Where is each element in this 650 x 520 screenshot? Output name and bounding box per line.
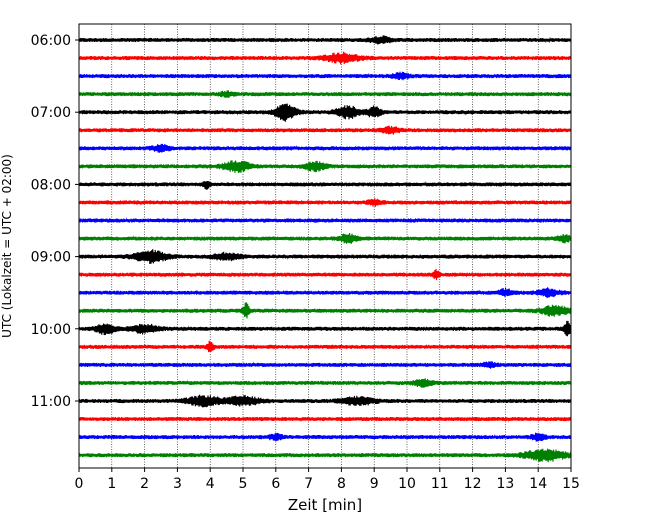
x-tick-label: 3: [173, 476, 182, 492]
trace-1100: [78, 394, 572, 408]
x-tick-label: 12: [464, 476, 482, 492]
x-tick-label: 11: [431, 476, 449, 492]
x-tick-label: 4: [206, 476, 215, 492]
trace-0945: [78, 302, 572, 319]
y-tick-label: 10:00: [31, 322, 71, 338]
trace-0700: [78, 103, 572, 122]
y-tick-label: 06:00: [31, 33, 71, 49]
trace-0800: [78, 181, 572, 190]
trace-0630: [78, 71, 572, 81]
trace-1045: [78, 378, 572, 388]
x-tick-label: 7: [304, 476, 313, 492]
x-tick-label: 13: [496, 476, 514, 492]
trace-0745: [78, 160, 572, 174]
x-tick-label: 10: [398, 476, 416, 492]
y-tick-label: 11:00: [31, 394, 71, 410]
trace-0815: [78, 198, 572, 207]
x-axis-label: Zeit [min]: [288, 496, 362, 514]
x-tick-label: 9: [370, 476, 379, 492]
trace-1145: [78, 448, 572, 463]
y-tick-label: 07:00: [31, 105, 71, 121]
plot-frame: [78, 23, 572, 469]
trace-0730: [78, 143, 572, 153]
x-tick-label: 15: [562, 476, 580, 492]
trace-0645: [78, 90, 572, 98]
trace-0930: [78, 287, 572, 299]
trace-0715: [78, 125, 572, 135]
x-axis-ticks: 0 1 2 3 4 5 6 7 8 9 10 11 12 13 14 15: [75, 468, 580, 492]
trace-0615: [78, 51, 572, 65]
y-axis-ticks: 06:00 07:00 08:00 09:00 10:00 11:00: [31, 33, 79, 410]
trace-1000: [78, 320, 572, 337]
trace-1130: [78, 432, 572, 442]
trace-0830: [78, 217, 572, 223]
y-tick-label: 08:00: [31, 177, 71, 193]
trace-0600: [78, 35, 572, 45]
x-tick-label: 1: [107, 476, 116, 492]
seismic-traces: [78, 35, 572, 463]
trace-1015: [78, 340, 572, 353]
x-tick-label: 5: [239, 476, 248, 492]
y-axis-label: UTC (Lokalzeit = UTC + 02:00): [0, 154, 14, 338]
trace-1115: [78, 416, 572, 423]
y-tick-label: 09:00: [31, 250, 71, 266]
x-gridlines: [111, 24, 539, 468]
x-tick-label: 8: [337, 476, 346, 492]
trace-0915: [78, 268, 572, 281]
x-tick-label: 6: [271, 476, 280, 492]
trace-0845: [78, 233, 572, 244]
x-tick-label: 14: [529, 476, 547, 492]
x-tick-label: 0: [75, 476, 84, 492]
x-tick-label: 2: [140, 476, 149, 492]
trace-1030: [78, 361, 572, 369]
trace-0900: [78, 249, 572, 265]
